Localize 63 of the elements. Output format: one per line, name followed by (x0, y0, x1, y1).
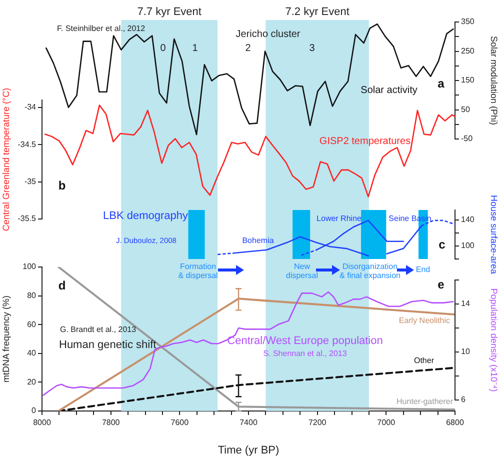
band-label: 7.2 kyr Event (285, 6, 350, 18)
y-tick-label: 150 (461, 76, 475, 85)
annotation: S. Shennan et al., 2013 (263, 349, 348, 358)
x-tick-label: 7400 (240, 418, 258, 428)
y-axis-title: Central Greenland temperature (°C) (0, 88, 11, 232)
annotation: e (438, 277, 445, 292)
series-label: Lower Rhine (316, 214, 362, 224)
annotation: c (438, 237, 446, 252)
y-tick-label: 100 (461, 241, 475, 250)
y-tick-label: -35.5 (18, 214, 37, 224)
x-tick-label: 7200 (308, 418, 327, 428)
y-tick-label: -34 (24, 102, 37, 112)
x-tick-label: 6800 (446, 418, 464, 428)
x-tick-label: 8000 (33, 418, 52, 428)
series-label: Hunter-gatherer (396, 397, 454, 406)
series-label: Other (414, 356, 434, 366)
y-tick-label: 6 (461, 395, 466, 404)
y-tick-label: 50 (461, 104, 470, 114)
series-label: Solar activity (360, 84, 418, 96)
y-axis-title: House surface-area (489, 194, 500, 274)
annotation: b (58, 178, 66, 192)
y-tick-label: 350 (461, 17, 475, 26)
annotation: Human genetic shift (59, 339, 156, 352)
y-tick-label: 0 (32, 406, 37, 416)
y-tick-label: -35 (24, 177, 37, 186)
band-label: 7.7 kyr Event (137, 6, 202, 18)
x-tick-label: 7800 (102, 418, 120, 428)
annotation: F. Steinhilber et al., 2012 (57, 24, 146, 34)
annotation: End (416, 265, 430, 274)
y-axis-title: Solar modulation (Phi) (489, 36, 500, 126)
y-axis-title: Population density (x10⁻⁴) (489, 288, 500, 392)
series-label: Early Neolithic (398, 316, 450, 326)
y-tick-label: -50 (461, 134, 474, 144)
annotation: New dispersal (286, 262, 318, 280)
series-label: Central/West Europe population (227, 335, 383, 348)
annotation: 0 (160, 42, 166, 54)
y-axis-title: mtDNA frequency (%) (0, 295, 11, 383)
annotation: Disorganization & final expansion (340, 262, 400, 280)
annotation: a (438, 76, 445, 90)
y-tick-label: 20 (27, 377, 37, 386)
x-tick-label: 7600 (170, 418, 190, 428)
x-axis-title: Time (yr BP) (218, 444, 280, 456)
annotation: d (58, 278, 66, 292)
y-tick-label: 14 (461, 299, 470, 308)
annotation: 1 (192, 42, 198, 54)
series-label: Seine Basin (388, 214, 432, 224)
y-tick-label: 40 (27, 348, 37, 358)
annotation: G. Brandt et al., 2013 (60, 325, 137, 334)
annotation: Formation & dispersal (178, 262, 218, 280)
y-tick-label: 10 (461, 347, 470, 356)
y-tick-label: 100 (22, 262, 37, 272)
x-tick-label: 7000 (377, 418, 396, 428)
series-label: GISP2 temperatures (319, 136, 411, 147)
y-tick-label: -34.5 (18, 140, 37, 149)
annotation: LBK demography (103, 210, 188, 222)
y-tick-label: 250 (461, 46, 475, 56)
annotation: Jericho cluster (236, 28, 301, 40)
annotation: 3 (309, 42, 316, 54)
y-tick-label: 80 (27, 291, 37, 300)
annotation: 2 (245, 42, 252, 54)
y-tick-label: 140 (461, 215, 475, 224)
y-tick-label: 60 (27, 320, 37, 329)
series-label: Bohemia (242, 236, 274, 246)
